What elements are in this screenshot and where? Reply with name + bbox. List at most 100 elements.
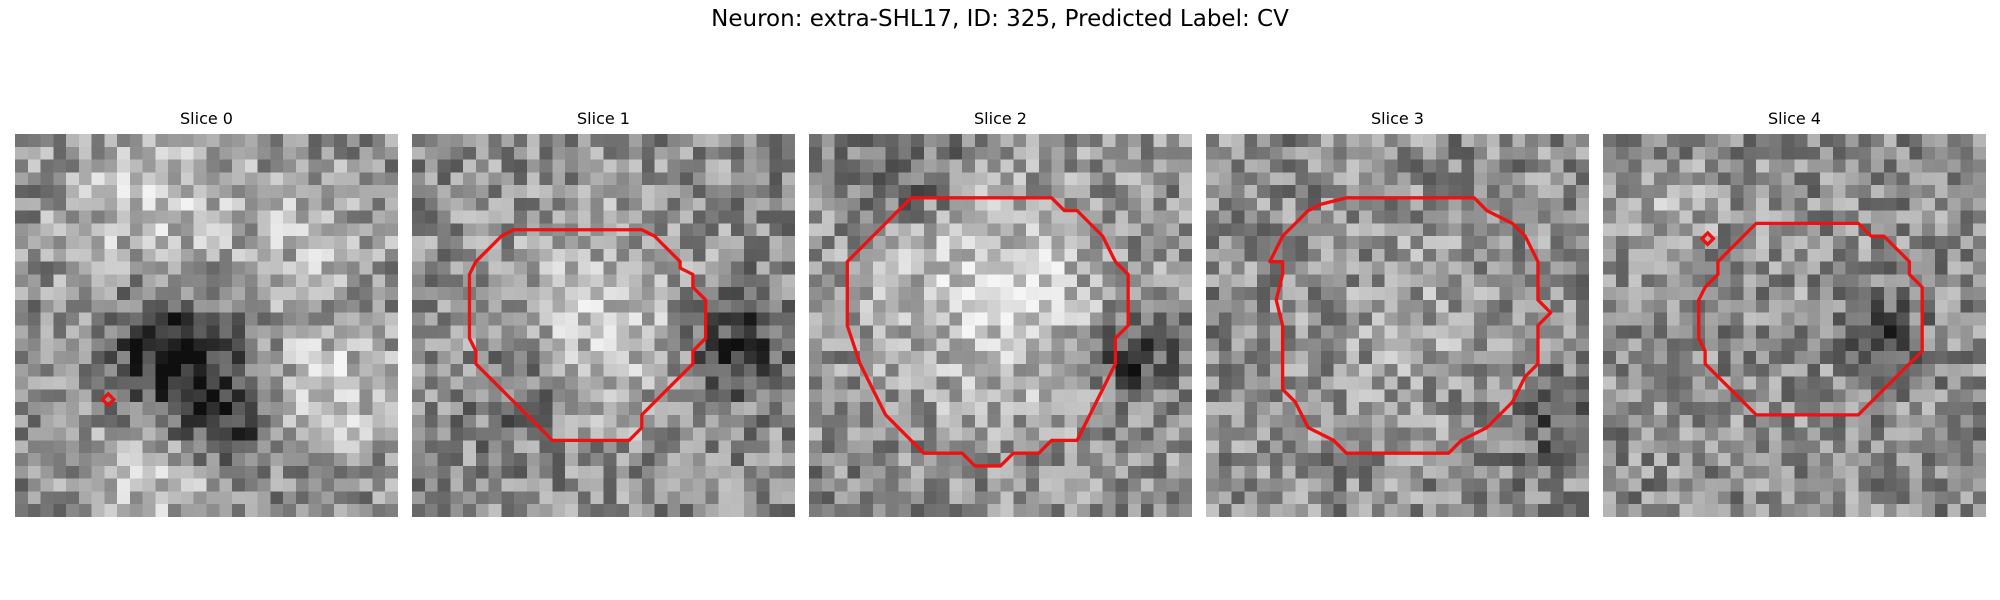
pixel (334, 402, 348, 416)
pixel (66, 159, 80, 173)
pixel (705, 389, 719, 403)
pixel (1909, 389, 1923, 403)
pixel (1654, 478, 1668, 492)
pixel (193, 236, 207, 250)
pixel (577, 197, 591, 211)
pixel (91, 236, 105, 250)
pixel (475, 504, 489, 517)
pixel (1423, 248, 1437, 262)
pixel (1320, 261, 1334, 275)
pixel (1973, 210, 1986, 224)
pixel (1140, 312, 1154, 326)
pixel (168, 376, 182, 390)
pixel (680, 172, 694, 186)
pixel (1679, 351, 1693, 365)
pixel (1333, 376, 1347, 390)
pixel (641, 312, 655, 326)
slice-image-0 (15, 134, 398, 517)
pixel (334, 453, 348, 467)
pixel (1845, 159, 1859, 173)
pixel (756, 453, 770, 467)
pixel (142, 453, 156, 467)
pixel (1896, 465, 1910, 479)
pixel (1615, 414, 1629, 428)
pixel (949, 414, 963, 428)
pixel (718, 325, 732, 339)
pixel (705, 363, 719, 377)
pixel (155, 159, 169, 173)
pixel (463, 363, 477, 377)
pixel (923, 491, 937, 505)
pixel (1807, 465, 1821, 479)
pixel (1692, 185, 1706, 199)
pixel (1231, 146, 1245, 160)
pixel (898, 261, 912, 275)
pixel (667, 478, 681, 492)
pixel (743, 389, 757, 403)
pixel (1064, 376, 1078, 390)
pixel (334, 146, 348, 160)
pixel (1064, 491, 1078, 505)
pixel (1320, 465, 1334, 479)
pixel (1525, 185, 1539, 199)
pixel (219, 236, 233, 250)
pixel (295, 504, 309, 517)
pixel (1371, 478, 1385, 492)
pixel (1308, 159, 1322, 173)
pixel (142, 134, 156, 148)
pixel (1756, 338, 1770, 352)
pixel (1756, 440, 1770, 454)
pixel (705, 338, 719, 352)
pixel (1883, 185, 1897, 199)
pixel (1371, 287, 1385, 301)
pixel (424, 223, 438, 237)
pixel (514, 325, 528, 339)
pixel (1115, 338, 1129, 352)
pixel (680, 210, 694, 224)
pixel (1896, 299, 1910, 313)
pixel (1537, 491, 1551, 505)
pixel (731, 159, 745, 173)
pixel (104, 465, 118, 479)
pixel (1269, 414, 1283, 428)
pixel (1705, 312, 1719, 326)
pixel (872, 478, 886, 492)
pixel (1499, 134, 1513, 148)
pixel (1922, 287, 1936, 301)
pixel (501, 363, 515, 377)
pixel (962, 172, 976, 186)
pixel (603, 299, 617, 313)
pixel (1346, 299, 1360, 313)
pixel (359, 172, 373, 186)
pixel (359, 351, 373, 365)
pixel (66, 236, 80, 250)
pixel (667, 185, 681, 199)
pixel (987, 376, 1001, 390)
pixel (1550, 338, 1564, 352)
pixel (1794, 338, 1808, 352)
pixel (1705, 491, 1719, 505)
pixel (412, 351, 426, 365)
pixel (308, 185, 322, 199)
pixel (1295, 274, 1309, 288)
pixel (1474, 325, 1488, 339)
roi-contour (467, 228, 708, 443)
pixel (1038, 491, 1052, 505)
pixel (1333, 363, 1347, 377)
pixel (40, 338, 54, 352)
pixel (1947, 236, 1961, 250)
pixel (27, 223, 41, 237)
pixel (847, 414, 861, 428)
pixel (104, 159, 118, 173)
pixel (1550, 248, 1564, 262)
pixel (1295, 299, 1309, 313)
pixel (885, 299, 899, 313)
pixel (295, 197, 309, 211)
pixel (168, 248, 182, 262)
pixel (654, 351, 668, 365)
pixel (667, 197, 681, 211)
pixel (1537, 389, 1551, 403)
pixel (1615, 312, 1629, 326)
pixel (1244, 223, 1258, 237)
pixel (1537, 427, 1551, 441)
